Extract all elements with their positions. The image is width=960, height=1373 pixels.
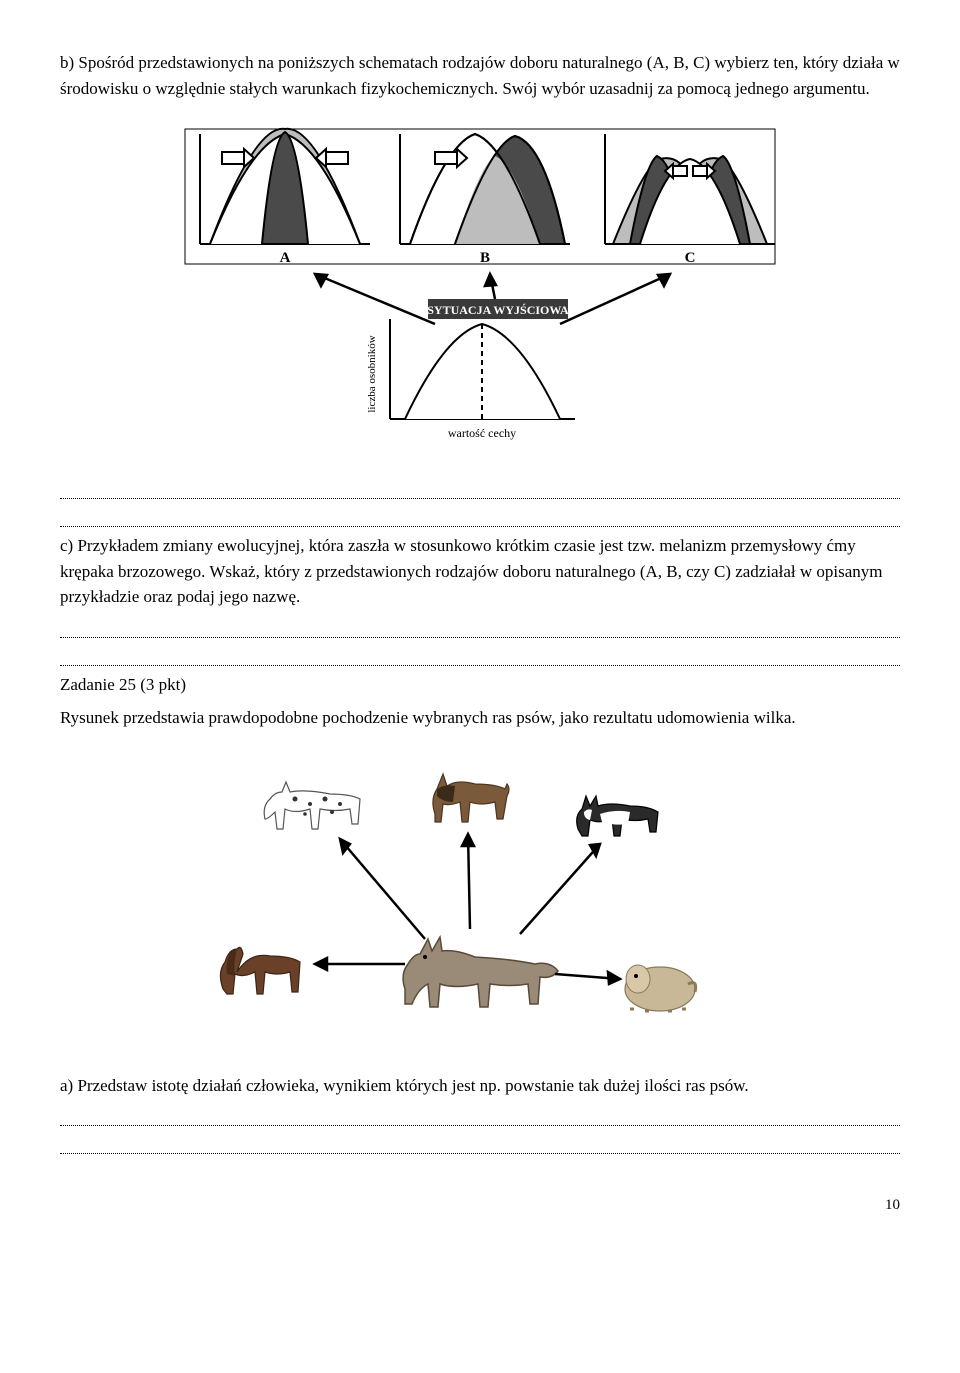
selection-diagram: A B: [60, 119, 900, 469]
label-b: B: [480, 250, 490, 266]
answer-line[interactable]: [60, 1136, 900, 1154]
task-25-heading: Zadanie 25 (3 pkt): [60, 672, 900, 698]
x-axis-label: wartość cechy: [448, 426, 516, 440]
question-a-text: a) Przedstaw istotę działań człowieka, w…: [60, 1073, 900, 1099]
dog-diagram: [60, 749, 900, 1059]
answer-line[interactable]: [60, 509, 900, 527]
task-25-intro: Rysunek przedstawia prawdopodobne pochod…: [60, 705, 900, 731]
answer-line[interactable]: [60, 481, 900, 499]
label-a: A: [280, 250, 291, 266]
answer-line[interactable]: [60, 1108, 900, 1126]
label-c: C: [685, 250, 696, 266]
center-label: SYTUACJA WYJŚCIOWA: [427, 303, 569, 317]
answer-line[interactable]: [60, 620, 900, 638]
answer-line[interactable]: [60, 648, 900, 666]
question-b-text: b) Spośród przedstawionych na poniższych…: [60, 50, 900, 101]
page-number: 10: [60, 1194, 900, 1217]
y-axis-label: liczba osobników: [366, 335, 378, 412]
question-c-text: c) Przykładem zmiany ewolucyjnej, która …: [60, 533, 900, 610]
